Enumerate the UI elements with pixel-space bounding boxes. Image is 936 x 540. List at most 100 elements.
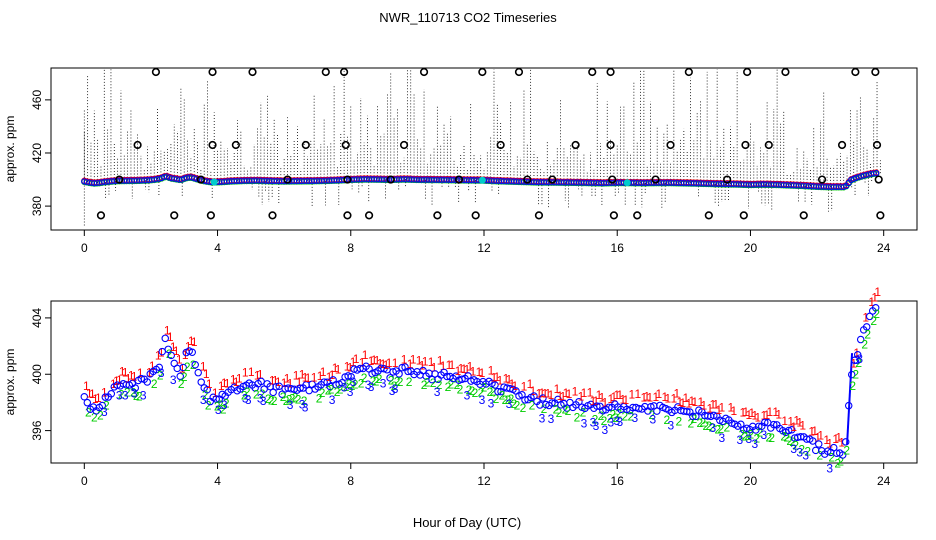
- bottom-series1-glyph: 1: [617, 388, 624, 402]
- bottom-series1-glyph: 1: [742, 405, 749, 419]
- bottom-series2-glyph: 2: [780, 430, 787, 444]
- top-outlier-circle: [454, 175, 464, 184]
- top-outlier-circle: [588, 67, 597, 77]
- bottom-series3-circle: [107, 389, 116, 398]
- top-y-tick-label: 460: [30, 90, 44, 110]
- bottom-series1-glyph: 1: [128, 368, 135, 382]
- bottom-series3-circle: [539, 394, 547, 402]
- bottom-series3-circle: [575, 397, 583, 406]
- bottom-series1-glyph: 1: [221, 376, 228, 390]
- bottom-series2-glyph: 2: [376, 372, 383, 386]
- bottom-series2-glyph: 2: [295, 392, 302, 406]
- bottom-series1-glyph: 1: [122, 366, 129, 380]
- bottom-series3-circle: [844, 401, 853, 410]
- bottom-series1-glyph: 1: [620, 392, 627, 406]
- bottom-series1-glyph: 1: [817, 429, 824, 443]
- bottom-series1-glyph: 1: [665, 392, 672, 406]
- bottom-series1-glyph: 1: [86, 386, 93, 400]
- bottom-series3-circle: [131, 384, 140, 392]
- bottom-series3-circle: [770, 420, 778, 429]
- bottom-series3-glyph: 3: [257, 392, 264, 406]
- bottom-series1-glyph: 1: [92, 392, 99, 406]
- bottom-series1-glyph: 1: [772, 405, 779, 419]
- bottom-series3-glyph: 3: [479, 393, 486, 407]
- bottom-series3-glyph: 3: [200, 393, 207, 407]
- bottom-y-tick-label: 400: [30, 364, 44, 384]
- bottom-series3-glyph: 3: [802, 448, 809, 462]
- top-outlier-circle: [743, 67, 752, 77]
- bottom-series1-glyph: 1: [386, 356, 393, 370]
- bottom-series1-glyph: 1: [527, 377, 534, 391]
- bottom-series3-glyph: 3: [718, 431, 725, 445]
- bottom-series2-glyph: 2: [244, 385, 251, 399]
- bottom-series2-glyph: 2: [855, 356, 862, 370]
- bottom-series2-glyph: 2: [804, 444, 811, 458]
- bottom-series2-glyph: 2: [289, 391, 296, 405]
- bottom-series1-glyph: 1: [440, 359, 447, 373]
- bottom-series3-glyph: 3: [760, 428, 767, 442]
- bottom-series1-glyph: 1: [671, 391, 678, 405]
- bottom-series3-glyph: 3: [368, 380, 375, 394]
- bottom-series3-circle: [296, 384, 304, 392]
- bottom-series1-glyph: 1: [727, 400, 734, 414]
- bottom-series2-glyph: 2: [394, 375, 401, 389]
- bottom-series1-glyph: 1: [155, 348, 162, 362]
- bottom-series1-glyph: 1: [458, 362, 465, 376]
- top-outlier-circle: [871, 67, 880, 77]
- bottom-series1-glyph: 1: [359, 356, 366, 370]
- bottom-series2-glyph: 2: [133, 389, 140, 403]
- bottom-series1-glyph: 1: [709, 398, 716, 412]
- bottom-series3-circle: [755, 422, 763, 431]
- bottom-series3-circle: [143, 378, 152, 386]
- bottom-series1-glyph: 1: [230, 372, 237, 386]
- bottom-series2-glyph: 2: [454, 378, 461, 392]
- top-outlier-circle: [872, 140, 882, 150]
- bottom-series3-circle: [458, 375, 466, 383]
- bottom-series1-glyph: 1: [296, 375, 303, 389]
- bottom-series1-glyph: 1: [596, 388, 603, 402]
- bottom-series2-glyph: 2: [744, 429, 751, 443]
- bottom-series2-glyph: 2: [849, 379, 856, 393]
- top-axes: 0 4 8 12 16 20 24 380 420 460 approx. ppm: [3, 90, 891, 255]
- bottom-series2-glyph: 2: [241, 388, 248, 402]
- top-outlier-circle: [666, 140, 675, 150]
- bottom-series2-glyph: 2: [253, 388, 260, 402]
- bottom-series1-glyph: 1: [350, 355, 357, 369]
- top-highlight-point: [623, 179, 631, 187]
- bottom-series2-glyph: 2: [598, 409, 605, 423]
- bottom-series3-circle: [491, 381, 499, 389]
- top-outlier-circle: [478, 67, 487, 77]
- bottom-series1-glyph: 1: [353, 352, 360, 366]
- bottom-x-tick-label: 16: [611, 474, 625, 488]
- bottom-series1-glyph: 1: [826, 436, 833, 450]
- bottom-series1-glyph: 1: [182, 348, 189, 362]
- bottom-series1-glyph: 1: [410, 353, 417, 367]
- bottom-series1-glyph: 1: [116, 373, 123, 387]
- bottom-series1-glyph: 1: [347, 361, 354, 375]
- bottom-series3-circle: [398, 363, 406, 372]
- top-outlier-circle: [341, 140, 350, 150]
- bottom-series3-circle: [865, 312, 874, 321]
- bottom-series3-circle: [161, 334, 169, 343]
- bottom-series1-glyph: 1: [401, 353, 408, 367]
- bottom-series3-circle: [710, 411, 718, 420]
- bottom-series2-glyph: 2: [283, 394, 290, 408]
- bottom-series3-circle: [814, 440, 823, 448]
- bottom-series1-glyph: 1: [587, 386, 594, 400]
- bottom-series3-circle: [188, 348, 196, 357]
- bottom-series2-glyph: 2: [472, 386, 479, 400]
- top-outlier-circle: [96, 211, 106, 220]
- top-outlier-circle: [196, 175, 205, 184]
- bottom-series1-glyph: 1: [748, 406, 755, 420]
- bottom-series1-glyph: 1: [674, 387, 681, 401]
- bottom-series2-glyph: 2: [397, 375, 404, 389]
- bottom-series1-glyph: 1: [119, 365, 126, 379]
- top-outlier-circle: [340, 67, 349, 77]
- bottom-series1-glyph: 1: [793, 413, 800, 427]
- bottom-series2-glyph: 2: [747, 428, 754, 442]
- bottom-series1-glyph: 1: [320, 365, 327, 379]
- bottom-series2-glyph: 2: [607, 411, 614, 425]
- bottom-series2-glyph: 2: [843, 443, 850, 457]
- bottom-series3-circle: [176, 372, 184, 381]
- bottom-series1-glyph: 1: [242, 366, 249, 380]
